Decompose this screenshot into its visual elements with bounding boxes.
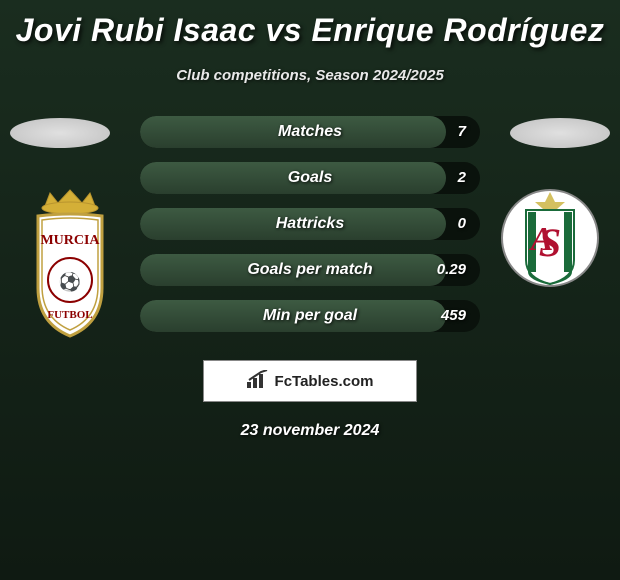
- stat-row: Goals2: [140, 162, 480, 194]
- stat-value-right: 459: [441, 300, 466, 332]
- stat-row: Hattricks0: [140, 208, 480, 240]
- stat-value-right: 7: [458, 116, 466, 148]
- branding-label: FcTables.com: [275, 373, 374, 390]
- svg-text:FUTBOL: FUTBOL: [47, 309, 92, 321]
- stat-value-right: 2: [458, 162, 466, 194]
- svg-text:A: A: [529, 221, 554, 258]
- svg-text:MURCIA: MURCIA: [40, 233, 100, 248]
- stat-rows: Matches7Goals2Hattricks0Goals per match0…: [140, 116, 480, 346]
- chart-icon: [247, 370, 269, 393]
- stat-label: Matches: [140, 116, 480, 148]
- stats-area: MURCIA ⚽ FUTBOL S A Matches7 Goals2 Hattri…: [0, 116, 620, 346]
- branding-box[interactable]: FcTables.com: [203, 360, 417, 402]
- subtitle: Club competitions, Season 2024/2025: [0, 67, 620, 84]
- stat-row: Matches7: [140, 116, 480, 148]
- svg-text:⚽: ⚽: [58, 271, 81, 292]
- club-crest-right: S A: [500, 188, 600, 288]
- player-photo-left: [10, 118, 110, 148]
- club-crest-left: MURCIA ⚽ FUTBOL: [20, 188, 120, 288]
- stat-label: Min per goal: [140, 300, 480, 332]
- stat-value-right: 0.29: [437, 254, 466, 286]
- stat-row: Min per goal459: [140, 300, 480, 332]
- stat-label: Goals per match: [140, 254, 480, 286]
- page-title: Jovi Rubi Isaac vs Enrique Rodríguez: [0, 0, 620, 49]
- stat-label: Goals: [140, 162, 480, 194]
- stat-label: Hattricks: [140, 208, 480, 240]
- date-label: 23 november 2024: [0, 422, 620, 440]
- player-photo-right: [510, 118, 610, 148]
- stat-row: Goals per match0.29: [140, 254, 480, 286]
- stat-value-right: 0: [458, 208, 466, 240]
